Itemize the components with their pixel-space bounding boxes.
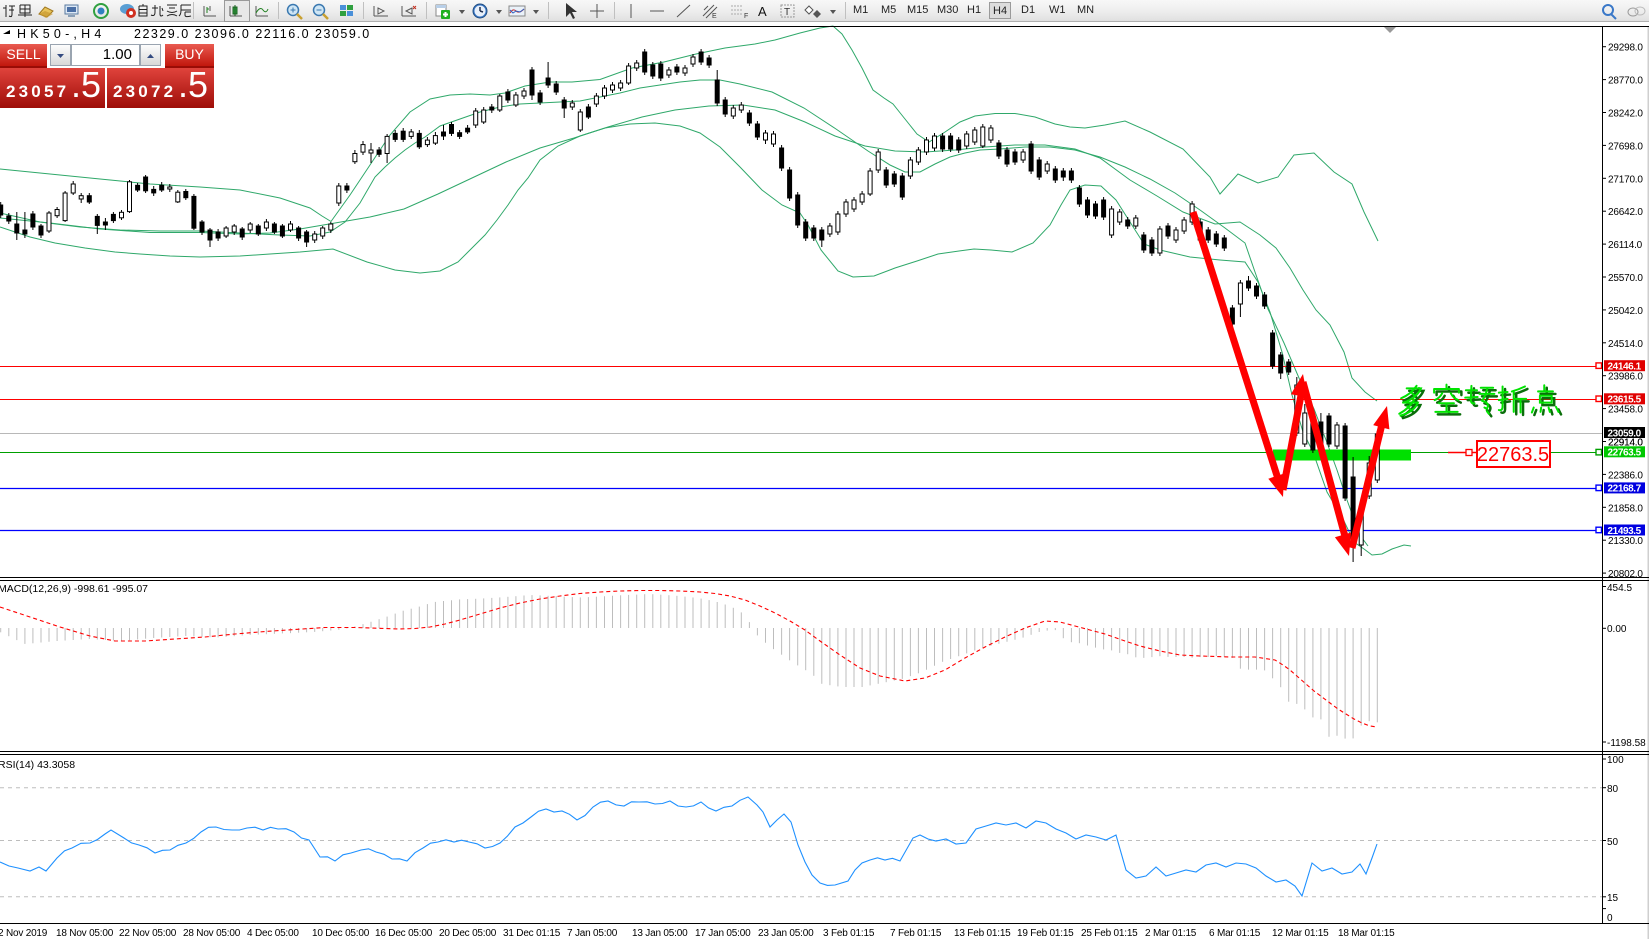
svg-text:E: E [712, 13, 717, 20]
svg-text:21858.0: 21858.0 [1608, 503, 1643, 514]
svg-text:50: 50 [1607, 837, 1619, 848]
svg-text:80: 80 [1607, 784, 1619, 795]
svg-text:17 Jan 05:00: 17 Jan 05:00 [695, 928, 751, 939]
svg-text:100: 100 [1607, 755, 1624, 766]
svg-text:19 Feb 01:15: 19 Feb 01:15 [1017, 928, 1074, 939]
svg-text:20802.0: 20802.0 [1608, 569, 1643, 580]
svg-text:23 Jan 05:00: 23 Jan 05:00 [758, 928, 814, 939]
svg-text:24514.0: 24514.0 [1608, 339, 1643, 350]
svg-text:22168.7: 22168.7 [1608, 484, 1642, 495]
svg-text:23059.0: 23059.0 [1608, 428, 1642, 439]
svg-text:28770.0: 28770.0 [1608, 76, 1643, 87]
svg-text:22763.5: 22763.5 [1477, 444, 1549, 466]
svg-text:16 Dec 05:00: 16 Dec 05:00 [375, 928, 433, 939]
svg-text:25042.0: 25042.0 [1608, 306, 1643, 317]
svg-text:2 Nov 2019: 2 Nov 2019 [0, 928, 48, 939]
svg-text:454.5: 454.5 [1607, 583, 1632, 594]
svg-text:4 Dec 05:00: 4 Dec 05:00 [247, 928, 299, 939]
svg-text:22 Nov 05:00: 22 Nov 05:00 [119, 928, 177, 939]
svg-text:0: 0 [1607, 913, 1613, 924]
svg-text:28 Nov 05:00: 28 Nov 05:00 [183, 928, 241, 939]
svg-text:F: F [744, 13, 748, 20]
svg-text:0.00: 0.00 [1607, 624, 1627, 635]
svg-text:10 Dec 05:00: 10 Dec 05:00 [312, 928, 370, 939]
svg-text:27698.0: 27698.0 [1608, 141, 1643, 152]
svg-text:28242.0: 28242.0 [1608, 109, 1643, 120]
svg-text:21330.0: 21330.0 [1608, 536, 1643, 547]
svg-text:7 Jan 05:00: 7 Jan 05:00 [567, 928, 618, 939]
svg-text:13 Feb 01:15: 13 Feb 01:15 [954, 928, 1011, 939]
svg-text:2 Mar 01:15: 2 Mar 01:15 [1145, 928, 1197, 939]
svg-text:HK50-,H4: HK50-,H4 [17, 27, 105, 41]
svg-text:22386.0: 22386.0 [1608, 470, 1643, 481]
svg-text:20 Dec 05:00: 20 Dec 05:00 [439, 928, 497, 939]
svg-text:26114.0: 26114.0 [1608, 240, 1643, 251]
svg-text:22329.0 23096.0 22116.0 23059.: 22329.0 23096.0 22116.0 23059.0 [134, 27, 371, 41]
svg-text:13 Jan 05:00: 13 Jan 05:00 [632, 928, 688, 939]
svg-text:-1198.58: -1198.58 [1607, 738, 1646, 749]
svg-text:25 Feb 01:15: 25 Feb 01:15 [1081, 928, 1138, 939]
svg-text:18 Mar 01:15: 18 Mar 01:15 [1338, 928, 1395, 939]
svg-text:29298.0: 29298.0 [1608, 43, 1643, 54]
svg-text:RSI(14) 43.3058: RSI(14) 43.3058 [0, 759, 75, 771]
svg-text:22763.5: 22763.5 [1608, 448, 1642, 459]
svg-text:27170.0: 27170.0 [1608, 174, 1643, 185]
svg-text:21493.5: 21493.5 [1608, 526, 1642, 537]
svg-text:26642.0: 26642.0 [1608, 207, 1643, 218]
svg-text:24146.1: 24146.1 [1608, 362, 1642, 373]
svg-text:23986.0: 23986.0 [1608, 372, 1643, 383]
svg-text:23615.5: 23615.5 [1608, 395, 1642, 406]
svg-text:T: T [784, 7, 790, 18]
svg-text:15: 15 [1607, 893, 1619, 904]
svg-text:12 Mar 01:15: 12 Mar 01:15 [1272, 928, 1329, 939]
svg-text:23458.0: 23458.0 [1608, 405, 1643, 416]
svg-text:6 Mar 01:15: 6 Mar 01:15 [1209, 928, 1261, 939]
svg-text:7 Feb 01:15: 7 Feb 01:15 [890, 928, 942, 939]
svg-text:18 Nov 05:00: 18 Nov 05:00 [56, 928, 114, 939]
svg-text:25570.0: 25570.0 [1608, 273, 1643, 284]
svg-text:3 Feb 01:15: 3 Feb 01:15 [823, 928, 875, 939]
svg-text:MACD(12,26,9) -998.61 -995.07: MACD(12,26,9) -998.61 -995.07 [0, 583, 148, 595]
svg-text:31 Dec 01:15: 31 Dec 01:15 [503, 928, 561, 939]
